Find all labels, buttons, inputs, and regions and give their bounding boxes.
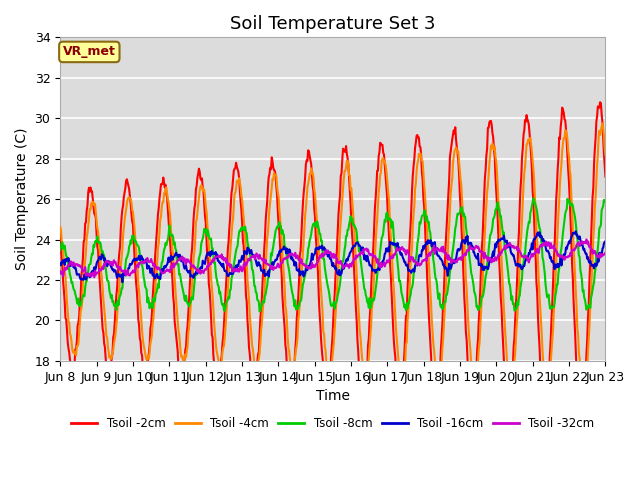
Legend: Tsoil -2cm, Tsoil -4cm, Tsoil -8cm, Tsoil -16cm, Tsoil -32cm: Tsoil -2cm, Tsoil -4cm, Tsoil -8cm, Tsoi… (67, 412, 599, 434)
Y-axis label: Soil Temperature (C): Soil Temperature (C) (15, 128, 29, 270)
Title: Soil Temperature Set 3: Soil Temperature Set 3 (230, 15, 436, 33)
Text: VR_met: VR_met (63, 46, 116, 59)
X-axis label: Time: Time (316, 389, 350, 403)
